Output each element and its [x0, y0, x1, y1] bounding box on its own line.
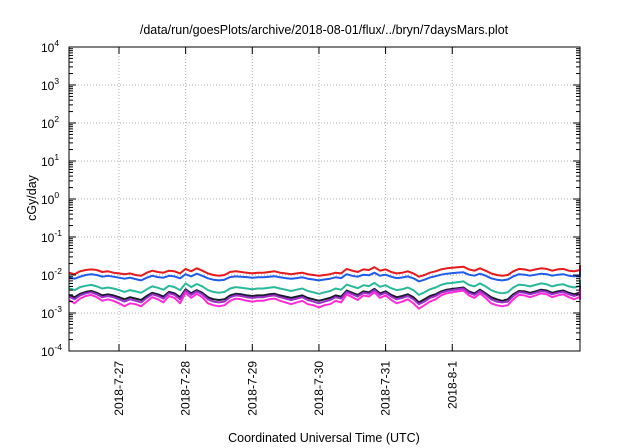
- y-tick-label: 10-4: [41, 342, 62, 359]
- x-tick-label: 2018-7-27: [112, 361, 126, 416]
- series-group: [68, 264, 581, 310]
- x-tick-label: 2018-8-1: [445, 361, 459, 409]
- y-tick-label: 10-1: [41, 228, 62, 245]
- y-tick-label: 102: [41, 114, 59, 131]
- y-tick-label: 100: [41, 190, 59, 207]
- series-line: [68, 264, 581, 278]
- x-tick-label: 2018-7-31: [379, 361, 393, 416]
- x-tick-label: 2018-7-30: [312, 361, 326, 416]
- x-tick-label: 2018-7-28: [179, 361, 193, 416]
- x-axis: 2018-7-27 2018-7-28 2018-7-29 2018-7-30 2018…: [112, 47, 459, 416]
- y-tick-label: 10-2: [41, 266, 62, 283]
- y-axis-label: cGy/day: [25, 174, 39, 221]
- x-tick-label: 2018-7-29: [245, 361, 259, 416]
- y-tick-label: 104: [41, 38, 59, 55]
- y-tick-label: 10-3: [41, 304, 62, 321]
- y-tick-label: 101: [41, 152, 59, 169]
- y-axis: 10-4 10-3 10-2 10-1 100 101 102 103 104: [41, 38, 580, 359]
- series-line: [68, 279, 581, 296]
- y-tick-label: 103: [41, 76, 59, 93]
- chart-title: /data/run/goesPlots/archive/2018-08-01/f…: [140, 23, 509, 37]
- x-axis-label: Coordinated Universal Time (UTC): [228, 431, 420, 445]
